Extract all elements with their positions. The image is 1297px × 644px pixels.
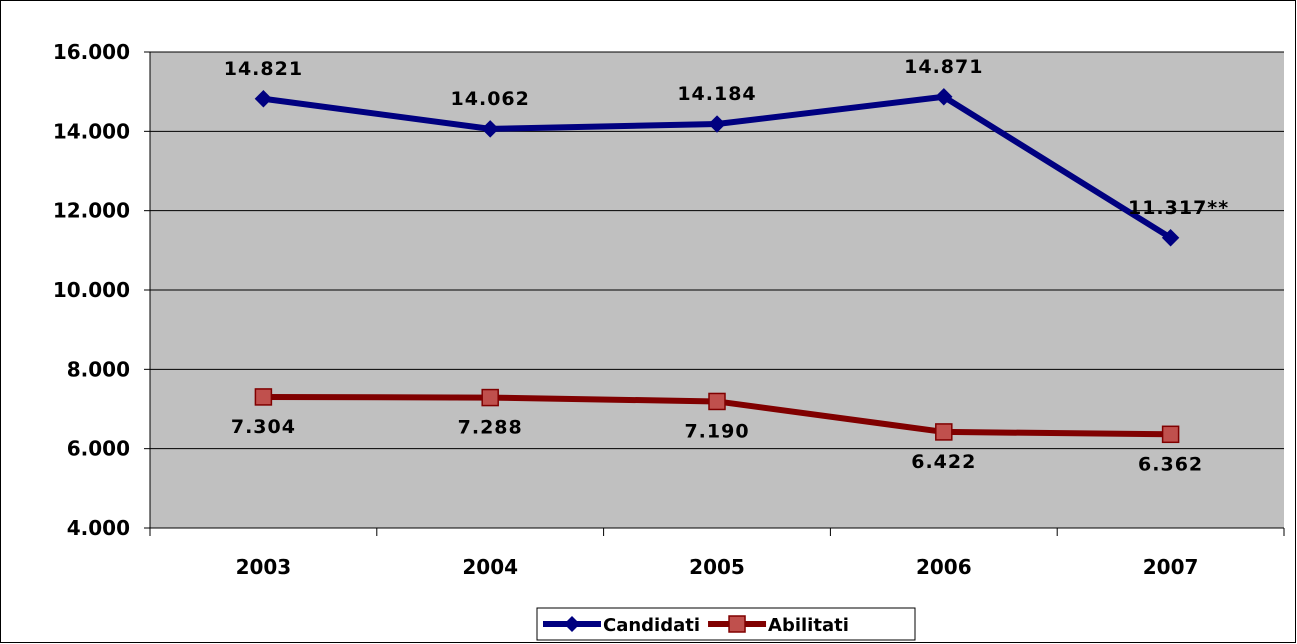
data-point-abilitati [254, 388, 273, 406]
y-tick-label: 14.000 [53, 119, 130, 143]
y-tick-label: 12.000 [53, 199, 130, 223]
y-tick-label: 16.000 [53, 40, 130, 64]
data-label-abilitati: 6.422 [911, 451, 976, 473]
x-tick-label: 2004 [462, 555, 518, 579]
data-label-candidati: 14.184 [677, 83, 756, 105]
series-group [254, 88, 1180, 444]
data-point-candidati [254, 90, 273, 108]
data-point-candidati [935, 88, 953, 106]
data-label-abilitati: 7.304 [231, 416, 296, 438]
data-point-abilitati [708, 392, 726, 411]
data-labels: 14.821 14.062 14.184 14.871 11.317** 7.304 7.2… [224, 56, 1229, 476]
y-tick-label: 4.000 [67, 516, 130, 540]
y-tick-label: 8.000 [67, 357, 130, 381]
data-label-candidati: 11.317** [1128, 197, 1229, 219]
legend-marker-abilitati [728, 615, 746, 633]
data-point-abilitati [1161, 425, 1180, 444]
x-tick-label: 2003 [236, 555, 292, 579]
data-label-abilitati: 6.362 [1138, 453, 1203, 475]
data-point-abilitati [935, 423, 953, 441]
data-label-candidati: 14.821 [224, 58, 303, 80]
data-label-candidati: 14.871 [904, 56, 983, 78]
x-tick-label: 2007 [1143, 555, 1199, 579]
data-label-candidati: 14.062 [451, 88, 530, 110]
y-tick-label: 6.000 [67, 437, 130, 461]
x-tick-label: 2006 [916, 555, 972, 579]
data-point-candidati [481, 120, 499, 138]
legend-label-candidati: Candidati [603, 615, 700, 636]
legend-label-abilitati: Abilitati [768, 615, 849, 636]
x-tick-label: 2005 [689, 555, 745, 579]
data-label-abilitati: 7.190 [684, 420, 749, 442]
data-point-candidati [708, 115, 726, 133]
y-tick-label: 10.000 [53, 278, 130, 302]
legend: Candidati Abilitati [536, 607, 916, 641]
data-point-candidati [1161, 229, 1180, 247]
data-point-abilitati [481, 388, 499, 407]
legend-marker-candidati [564, 616, 580, 632]
axes: 4.000 6.000 8.000 10.000 12.000 14.000 16.000 2… [53, 40, 1285, 579]
data-label-abilitati: 7.288 [458, 417, 523, 439]
